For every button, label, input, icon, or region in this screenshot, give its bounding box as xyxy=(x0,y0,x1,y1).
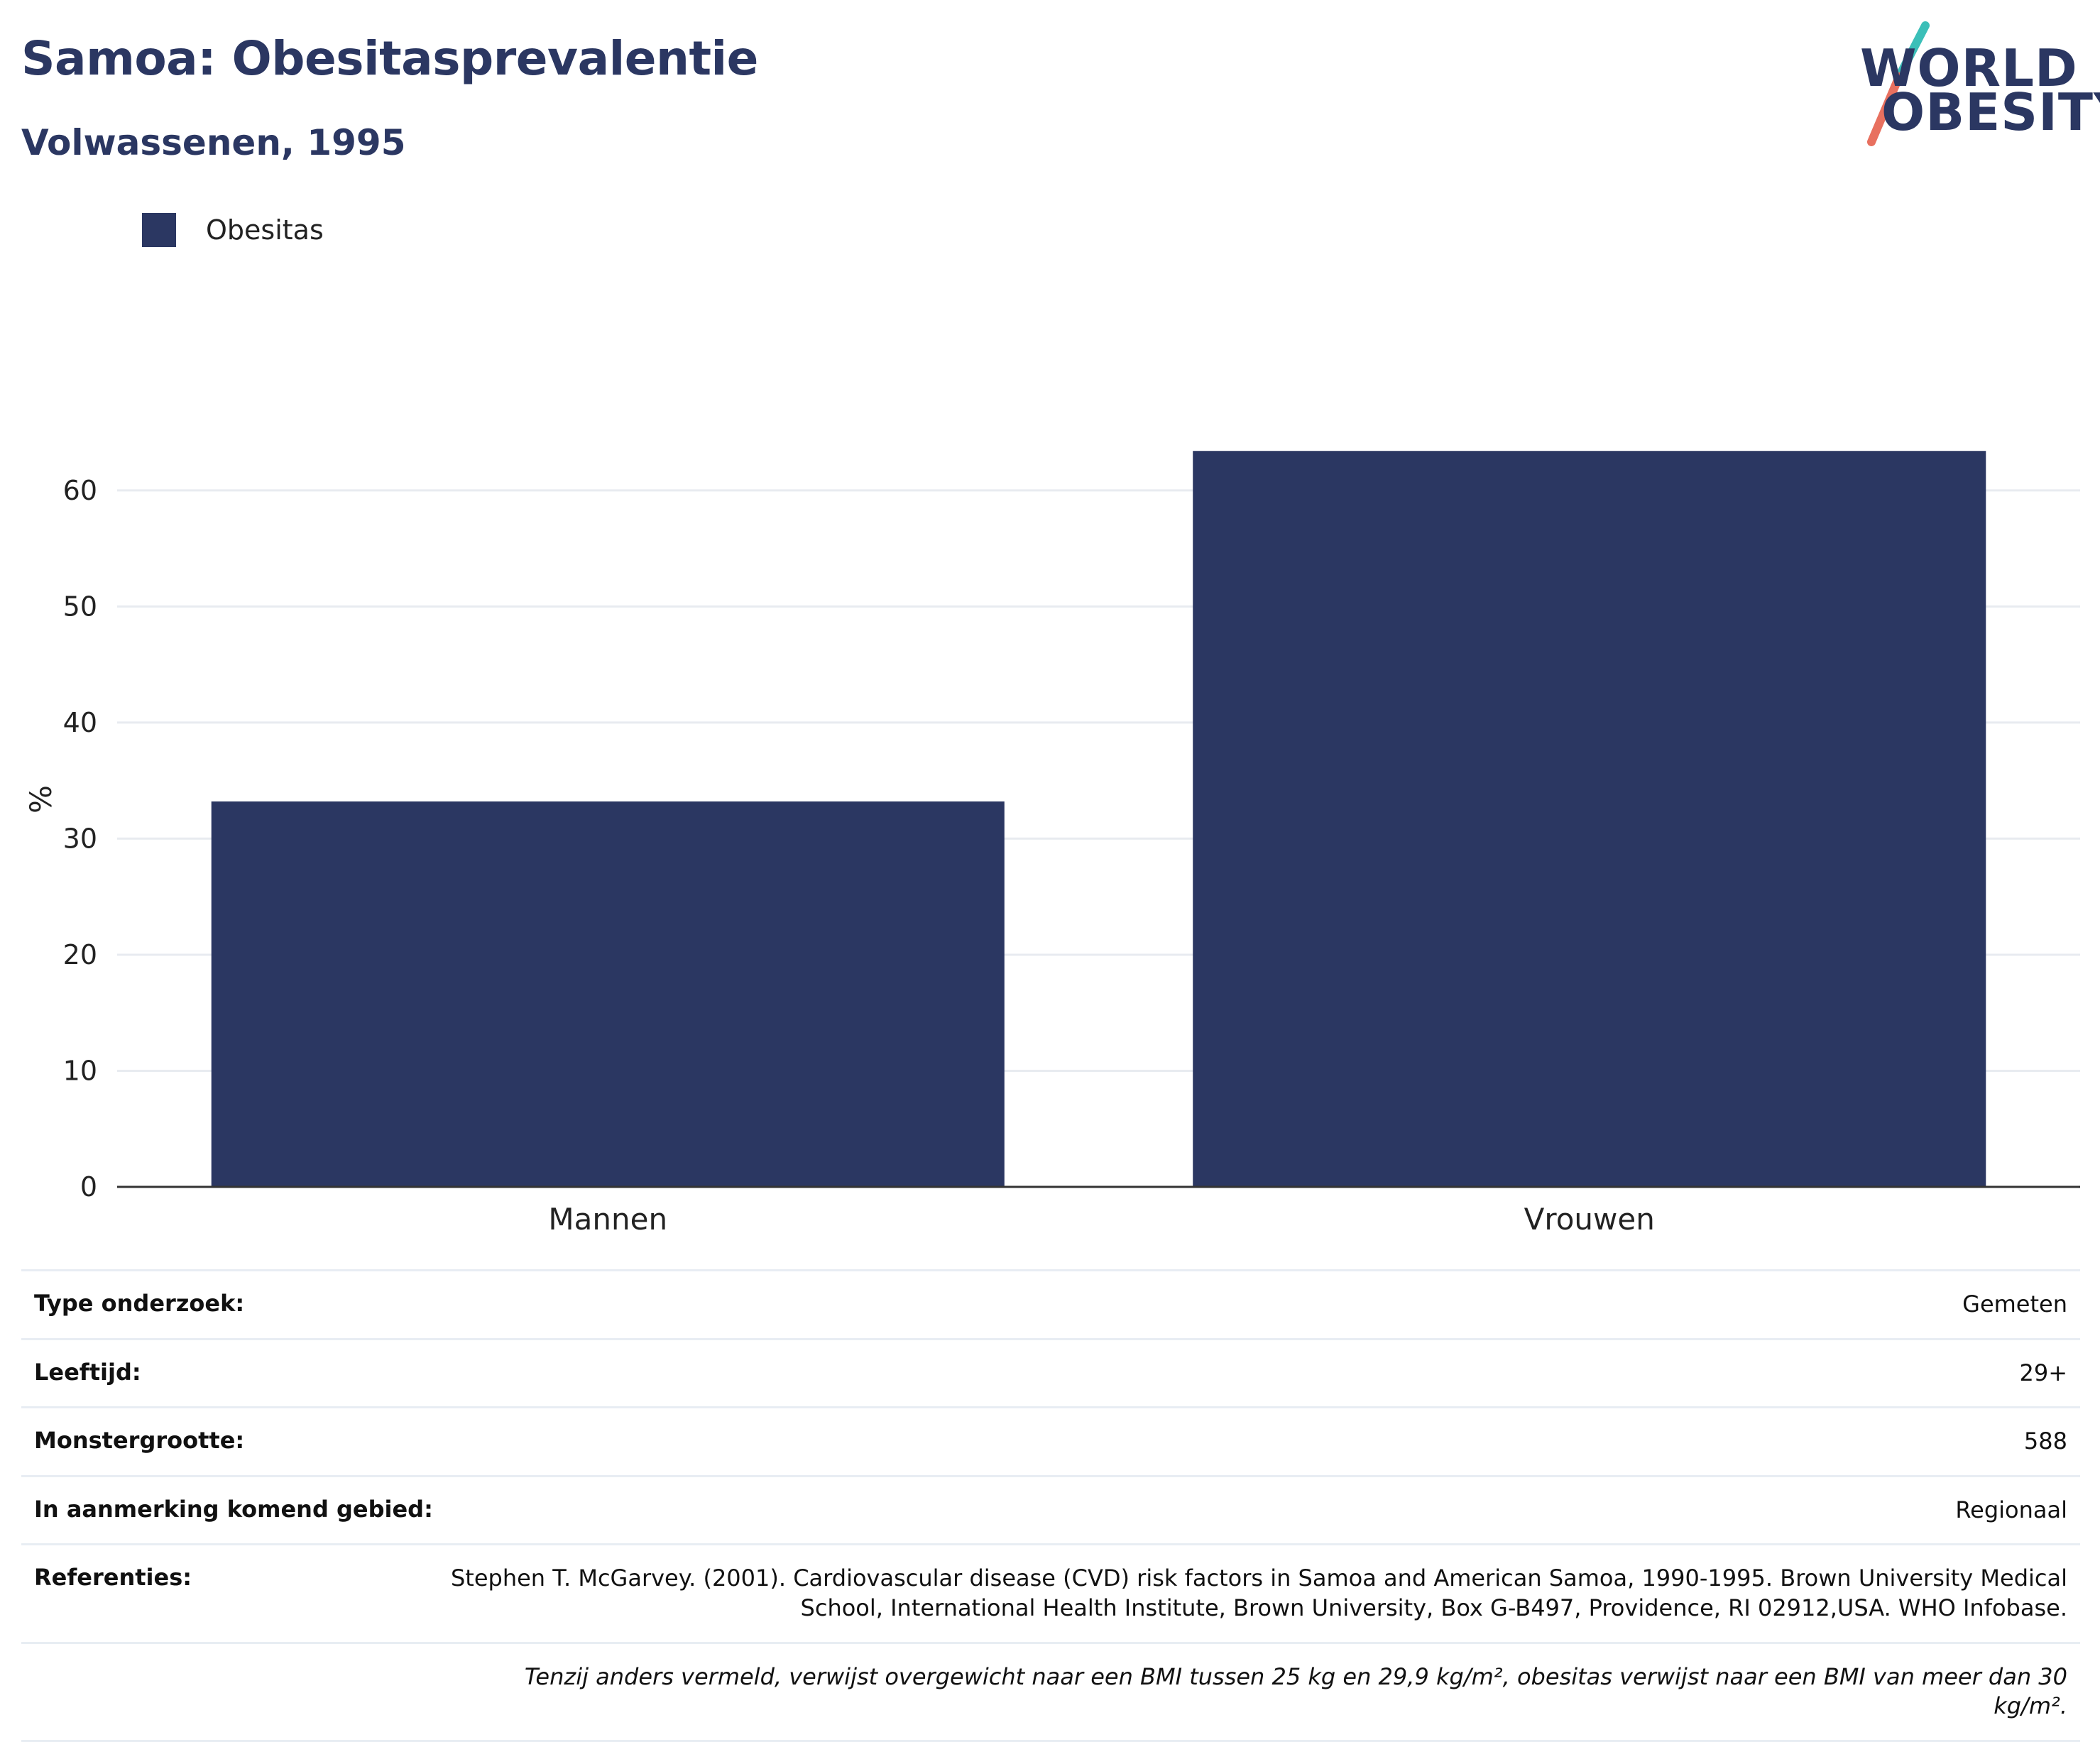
chart-subtitle: Volwassenen, 1995 xyxy=(21,122,406,163)
info-key: Leeftijd: xyxy=(34,1358,141,1386)
y-tick-label: 0 xyxy=(80,1171,97,1203)
info-value: 29+ xyxy=(2019,1359,2067,1386)
x-tick-label: Vrouwen xyxy=(1524,1202,1655,1237)
info-key: Monstergrootte: xyxy=(34,1427,245,1455)
y-tick-label: 40 xyxy=(63,707,97,738)
logo-text-obesity: OBESITY xyxy=(1881,82,2100,142)
info-value: Stephen T. McGarvey. (2001). Cardiovascu… xyxy=(450,1565,2067,1621)
legend-swatch xyxy=(142,213,176,247)
y-tick-label: 30 xyxy=(63,823,97,854)
y-tick-label: 50 xyxy=(63,591,97,622)
footnote-text: Tenzij anders vermeld, verwijst overgewi… xyxy=(524,1662,2067,1720)
y-tick-label: 60 xyxy=(63,475,97,506)
chart-title: Samoa: Obesitasprevalentie xyxy=(21,31,758,86)
info-key: Referenties: xyxy=(34,1564,192,1592)
info-row-age: Leeftijd: 29+ xyxy=(21,1337,2080,1407)
bar-mannen xyxy=(211,801,1005,1187)
info-table: Type onderzoek: Gemeten Leeftijd: 29+ Mo… xyxy=(21,1269,2080,1742)
info-value: Regionaal xyxy=(1955,1496,2067,1523)
info-footnote: Tenzij anders vermeld, verwijst overgewi… xyxy=(21,1641,2080,1742)
bar-vrouwen xyxy=(1193,451,1986,1187)
bar-chart: 0 10 20 30 40 50 60 Mannen Vrouwen% xyxy=(23,451,2080,1237)
x-tick-label: Mannen xyxy=(548,1202,667,1237)
logo-slash-icon xyxy=(1867,21,1930,146)
info-key: In aanmerking komend gebied: xyxy=(34,1495,433,1523)
legend-label: Obesitas xyxy=(206,214,324,246)
info-row-survey-type: Type onderzoek: Gemeten xyxy=(21,1269,2080,1338)
info-row-sample-size: Monstergrootte: 588 xyxy=(21,1406,2080,1475)
info-value: Gemeten xyxy=(1962,1291,2067,1318)
info-value: 588 xyxy=(2023,1428,2067,1455)
logo-text-world: WORLD xyxy=(1860,38,2078,98)
info-row-area: In aanmerking komend gebied: Regionaal xyxy=(21,1474,2080,1544)
y-tick-label: 10 xyxy=(63,1055,97,1086)
y-axis-label: % xyxy=(23,785,58,814)
info-row-references: Referenties: Stephen T. McGarvey. (2001)… xyxy=(21,1543,2080,1641)
info-key: Type onderzoek: xyxy=(34,1290,245,1317)
y-tick-label: 20 xyxy=(63,939,97,970)
world-obesity-logo: WORLD OBESITY xyxy=(1846,21,2100,149)
